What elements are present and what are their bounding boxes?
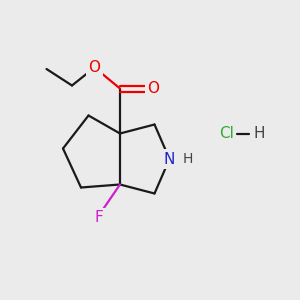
- Text: H: H: [182, 152, 193, 166]
- Text: O: O: [88, 60, 101, 75]
- Text: Cl: Cl: [219, 126, 234, 141]
- Text: N: N: [164, 152, 175, 166]
- Text: O: O: [147, 81, 159, 96]
- Text: H: H: [254, 126, 265, 141]
- Text: F: F: [94, 210, 103, 225]
